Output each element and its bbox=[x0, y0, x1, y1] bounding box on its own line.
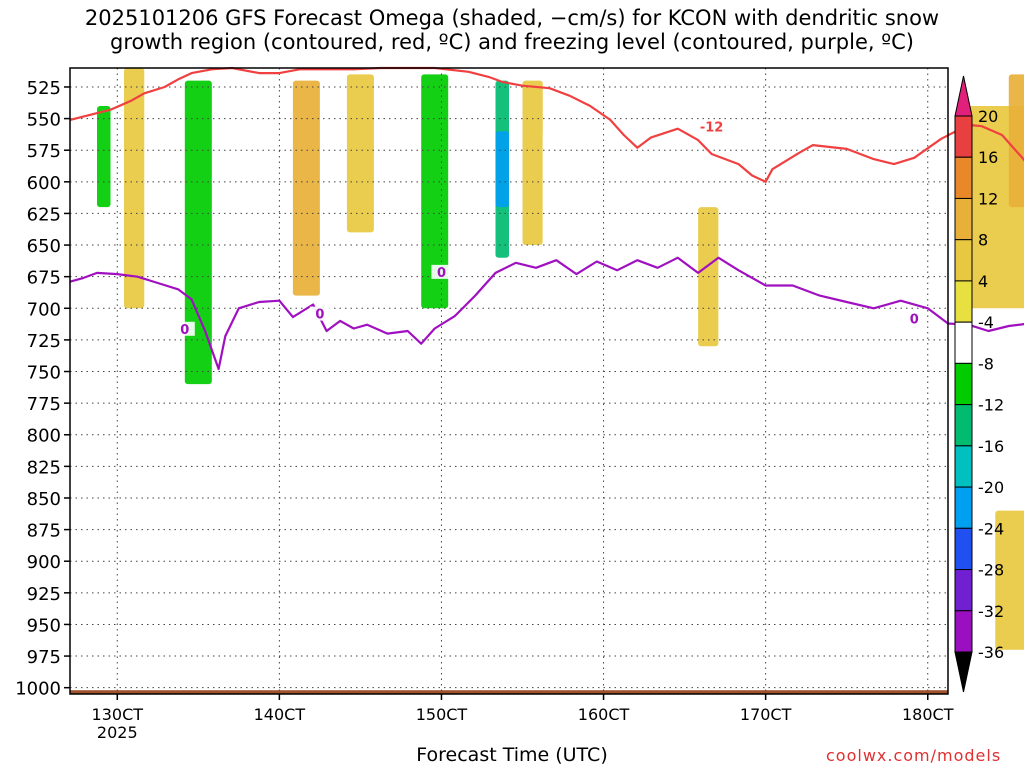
x-tick-label: 140CT bbox=[254, 705, 306, 724]
x-axis-label: Forecast Time (UTC) bbox=[416, 744, 608, 766]
dgz-contour-line bbox=[69, 66, 1024, 183]
terrain-band bbox=[70, 690, 948, 694]
colorbar-label: 4 bbox=[978, 272, 988, 291]
omega-cell bbox=[97, 105, 111, 208]
y-tick-label: 675 bbox=[27, 268, 61, 289]
omega-cell bbox=[1008, 74, 1024, 208]
y-tick-label: 725 bbox=[27, 331, 61, 352]
chart-title-line-1: 2025101206 GFS Forecast Omega (shaded, −… bbox=[84, 6, 940, 30]
colorbar-segment bbox=[954, 486, 973, 529]
freezing-label: 0 bbox=[180, 323, 189, 338]
omega-cell bbox=[542, 131, 584, 600]
freezing-label: 0 bbox=[437, 266, 446, 281]
colorbar-label: 16 bbox=[978, 148, 998, 167]
colorbar-label: 20 bbox=[978, 107, 998, 126]
y-tick-label: 525 bbox=[27, 78, 61, 99]
y-tick-label: 1000 bbox=[15, 679, 61, 700]
x-tick-label: 180CT bbox=[902, 705, 954, 724]
colorbar-label: -24 bbox=[978, 519, 1004, 538]
omega-cell bbox=[346, 74, 374, 233]
colorbar-segment bbox=[954, 527, 973, 571]
x-tick-year: 2025 bbox=[97, 723, 138, 742]
omega-cell bbox=[495, 131, 509, 208]
colorbar-label: -36 bbox=[978, 643, 1004, 662]
x-tick-label: 160CT bbox=[578, 705, 630, 724]
y-tick-label: 925 bbox=[27, 584, 61, 605]
colorbar-label: -8 bbox=[978, 354, 994, 373]
colorbar-segment bbox=[954, 156, 973, 199]
y-tick-label: 575 bbox=[27, 141, 61, 162]
colorbar-label: 12 bbox=[978, 189, 998, 208]
colorbar-label: -20 bbox=[978, 478, 1004, 497]
colorbar-segment bbox=[954, 569, 973, 612]
colorbar-segment bbox=[954, 197, 973, 241]
chart-title-line-2: growth region (contoured, red, ºC) and f… bbox=[110, 30, 914, 54]
colorbar-label: -32 bbox=[978, 602, 1004, 621]
y-tick-label: 825 bbox=[27, 457, 61, 478]
omega-cell bbox=[373, 181, 401, 612]
y-tick-label: 775 bbox=[27, 394, 61, 415]
y-tick-label: 650 bbox=[27, 236, 61, 257]
y-tick-label: 700 bbox=[27, 299, 61, 320]
y-tick-label: 600 bbox=[27, 173, 61, 194]
grid-lines bbox=[70, 68, 948, 694]
colorbar-label: -28 bbox=[978, 561, 1004, 580]
terrain bbox=[70, 690, 948, 694]
y-tick-label: 850 bbox=[27, 489, 61, 510]
freezing-label-bg bbox=[904, 311, 925, 326]
colorbar: 20 16 12 8 4 -4 -8 -12 -16 -20 -24 -28 -32 -36 bbox=[954, 75, 1004, 693]
omega-cell bbox=[522, 80, 543, 246]
y-tick-label: 875 bbox=[27, 521, 61, 542]
freezing-label: 0 bbox=[315, 308, 324, 323]
y-tick-label: 900 bbox=[27, 552, 61, 573]
colorbar-label: -16 bbox=[978, 437, 1004, 456]
colorbar-bottom-arrow bbox=[954, 651, 973, 693]
omega-cell bbox=[961, 105, 1024, 309]
x-tick-label: 170CT bbox=[740, 705, 792, 724]
omega-cell bbox=[637, 282, 658, 486]
omega-cell bbox=[124, 68, 145, 309]
dgz-label: -12 bbox=[700, 120, 724, 135]
omega-cell bbox=[292, 80, 320, 296]
colorbar-label: 8 bbox=[978, 231, 988, 250]
y-tick-label: 625 bbox=[27, 204, 61, 225]
y-tick-label: 750 bbox=[27, 363, 61, 384]
colorbar-segment bbox=[954, 610, 973, 653]
dgz-label-bg bbox=[701, 119, 722, 134]
omega-cell bbox=[995, 510, 1024, 650]
omega-cell bbox=[812, 308, 867, 524]
colorbar-segment bbox=[954, 362, 973, 406]
credit-link[interactable]: coolwx.com/models bbox=[826, 746, 1002, 765]
colorbar-segment bbox=[954, 321, 973, 364]
omega-cell bbox=[157, 308, 185, 587]
colorbar-segment bbox=[954, 445, 973, 488]
colorbar-segment bbox=[954, 239, 973, 282]
contour-lines: -12-120000000 bbox=[69, 66, 1024, 371]
colorbar-segment bbox=[954, 115, 973, 158]
axes: 525 550 575 600 625 650 675 700 725 750 775 800 825 8… bbox=[15, 67, 954, 742]
colorbar-segment bbox=[954, 404, 973, 447]
x-tick-label: 150CT bbox=[416, 705, 468, 724]
plot-frame bbox=[69, 67, 949, 695]
freezing-label-bg bbox=[309, 306, 330, 321]
omega-cell bbox=[76, 207, 104, 650]
y-tick-label: 550 bbox=[27, 110, 61, 131]
freezing-level-line bbox=[69, 256, 1024, 371]
colorbar-top-arrow bbox=[954, 75, 973, 117]
freezing-label-bg bbox=[174, 321, 195, 336]
colorbar-label: -12 bbox=[978, 396, 1004, 415]
y-tick-label: 975 bbox=[27, 647, 61, 668]
x-tick-label: 130CT bbox=[92, 705, 144, 724]
freezing-label: 0 bbox=[910, 313, 919, 328]
omega-cell bbox=[218, 74, 246, 233]
colorbar-segment bbox=[954, 280, 973, 323]
y-tick-label: 950 bbox=[27, 615, 61, 636]
freezing-label-bg bbox=[431, 264, 452, 279]
y-tick-label: 800 bbox=[27, 426, 61, 447]
colorbar-label: -4 bbox=[978, 313, 994, 332]
